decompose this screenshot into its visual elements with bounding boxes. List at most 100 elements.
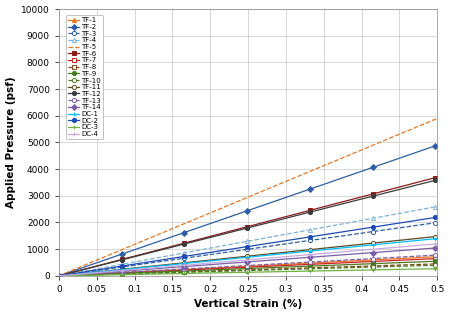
DC-3 (56, 274, 62, 278)
TF-9 (415, 260, 421, 264)
TF-8 (415, 263, 421, 266)
TF-9 (435, 259, 440, 263)
TF-14 (126, 269, 132, 272)
DC-3 (435, 267, 440, 271)
DC-4 (435, 242, 440, 246)
TF-14 (72, 273, 77, 277)
Line: DC-2: DC-2 (57, 215, 439, 278)
DC-2 (435, 215, 440, 219)
TF-1 (435, 255, 440, 259)
DC-1 (435, 237, 440, 240)
TF-2 (157, 239, 162, 243)
DC-2 (126, 263, 132, 267)
TF-2 (79, 266, 85, 270)
TF-4 (402, 210, 408, 214)
TF-10 (56, 274, 62, 278)
DC-4 (415, 243, 421, 247)
Line: TF-3: TF-3 (57, 220, 439, 278)
TF-8 (56, 274, 62, 278)
TF-7 (126, 271, 132, 275)
TF-12 (126, 256, 132, 260)
TF-3 (56, 274, 62, 278)
TF-11 (402, 238, 408, 242)
DC-3 (72, 274, 77, 278)
TF-3 (126, 264, 132, 268)
TF-6 (402, 184, 408, 187)
TF-10 (402, 264, 408, 268)
TF-11 (415, 237, 421, 240)
TF-5 (56, 274, 62, 278)
TF-10 (415, 264, 421, 268)
TF-4 (435, 205, 440, 209)
Legend: TF-1, TF-2, TF-3, TF-4, TF-5, TF-6, TF-7, TF-8, TF-9, TF-10, TF-11, TF-12, TF-13: TF-1, TF-2, TF-3, TF-4, TF-5, TF-6, TF-7… (66, 15, 103, 139)
Line: TF-12: TF-12 (57, 178, 439, 278)
TF-12 (72, 270, 77, 274)
TF-14 (415, 247, 421, 251)
TF-8 (126, 272, 132, 276)
TF-5 (435, 117, 440, 120)
Line: TF-4: TF-4 (57, 204, 439, 278)
DC-3 (402, 267, 408, 271)
TF-1 (56, 274, 62, 278)
DC-1 (402, 240, 408, 243)
TF-10 (72, 273, 77, 277)
TF-14 (56, 274, 62, 278)
TF-14 (79, 272, 85, 276)
TF-13 (56, 274, 62, 278)
TF-9 (72, 273, 77, 277)
TF-5 (72, 268, 77, 272)
Line: DC-4: DC-4 (57, 242, 439, 278)
TF-1 (157, 269, 162, 273)
TF-11 (435, 234, 440, 238)
TF-2 (72, 269, 77, 272)
TF-7 (402, 258, 408, 262)
TF-1 (72, 273, 77, 277)
DC-2 (72, 272, 77, 275)
TF-6 (56, 274, 62, 278)
TF-10 (157, 271, 162, 275)
DC-3 (79, 273, 85, 277)
TF-5 (79, 265, 85, 268)
TF-4 (415, 208, 421, 212)
TF-3 (415, 223, 421, 227)
TF-13 (415, 254, 421, 258)
TF-8 (72, 273, 77, 277)
TF-3 (435, 220, 440, 224)
TF-3 (72, 272, 77, 276)
TF-6 (79, 268, 85, 272)
TF-10 (435, 263, 440, 267)
TF-5 (415, 124, 421, 128)
TF-7 (435, 257, 440, 261)
TF-8 (79, 273, 85, 277)
TF-14 (402, 248, 408, 252)
TF-3 (402, 225, 408, 229)
Line: TF-1: TF-1 (57, 255, 439, 278)
TF-5 (126, 245, 132, 249)
Line: DC-1: DC-1 (57, 237, 439, 278)
TF-3 (157, 260, 162, 264)
Line: DC-3: DC-3 (57, 266, 439, 278)
TF-13 (435, 253, 440, 257)
TF-12 (402, 186, 408, 190)
DC-2 (415, 218, 421, 222)
TF-12 (435, 178, 440, 182)
TF-5 (157, 232, 162, 236)
TF-9 (79, 273, 85, 277)
TF-12 (415, 183, 421, 186)
Line: TF-8: TF-8 (57, 262, 439, 278)
TF-4 (126, 261, 132, 265)
TF-9 (126, 271, 132, 275)
TF-1 (402, 256, 408, 260)
TF-11 (126, 266, 132, 270)
TF-2 (402, 154, 408, 158)
TF-2 (56, 274, 62, 278)
TF-12 (56, 274, 62, 278)
DC-1 (72, 272, 77, 276)
DC-4 (157, 266, 162, 269)
DC-1 (79, 272, 85, 276)
TF-7 (157, 269, 162, 273)
TF-6 (415, 180, 421, 184)
TF-2 (415, 150, 421, 154)
TF-11 (157, 263, 162, 267)
DC-4 (56, 274, 62, 278)
